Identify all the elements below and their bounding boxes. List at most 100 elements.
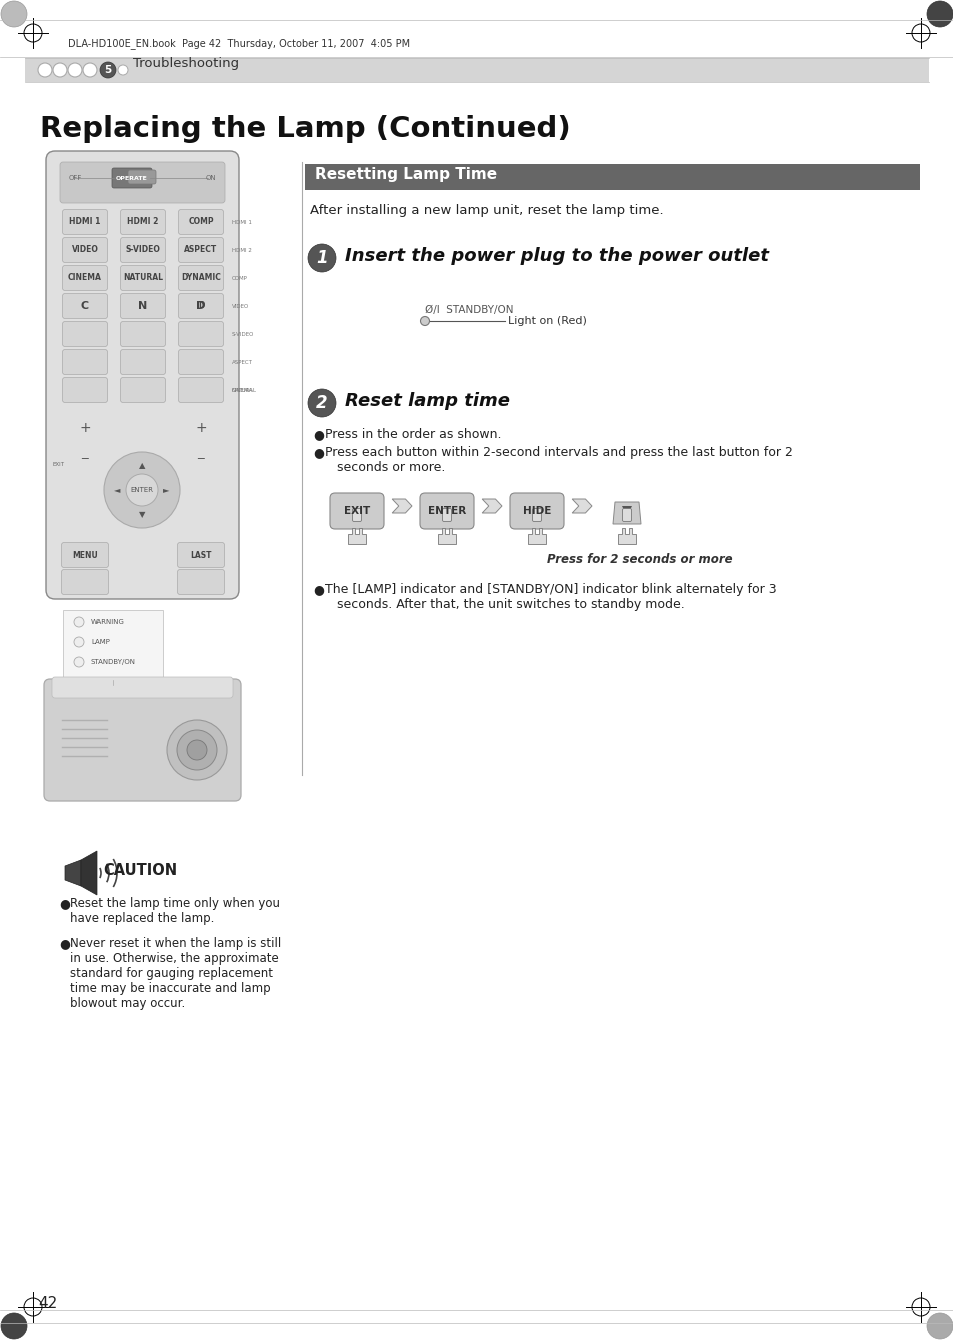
- Text: COMP: COMP: [188, 217, 213, 226]
- FancyBboxPatch shape: [44, 679, 241, 801]
- Circle shape: [100, 62, 116, 78]
- Circle shape: [1, 1, 27, 27]
- FancyBboxPatch shape: [63, 265, 108, 291]
- Text: NATURAL: NATURAL: [232, 387, 256, 393]
- Circle shape: [167, 720, 227, 780]
- Text: +: +: [195, 421, 207, 436]
- Text: HDMI 1: HDMI 1: [70, 217, 101, 226]
- Text: 1: 1: [315, 249, 328, 267]
- FancyBboxPatch shape: [330, 493, 384, 529]
- Text: COMP: COMP: [232, 276, 248, 280]
- Text: Reset the lamp time only when you
have replaced the lamp.: Reset the lamp time only when you have r…: [70, 896, 280, 925]
- Text: After installing a new lamp unit, reset the lamp time.: After installing a new lamp unit, reset …: [310, 204, 663, 217]
- Text: HIDE: HIDE: [522, 507, 551, 516]
- FancyBboxPatch shape: [61, 543, 109, 568]
- Text: Ø/I  STANDBY/ON: Ø/I STANDBY/ON: [424, 306, 513, 315]
- Text: Resetting Lamp Time: Resetting Lamp Time: [314, 168, 497, 182]
- Text: D: D: [196, 302, 206, 311]
- Bar: [25, 58, 928, 82]
- Text: Press for 2 seconds or more: Press for 2 seconds or more: [546, 553, 732, 565]
- Text: DYNAMIC: DYNAMIC: [181, 273, 221, 283]
- Polygon shape: [621, 507, 631, 516]
- Text: CINEMA: CINEMA: [232, 387, 253, 393]
- FancyBboxPatch shape: [532, 508, 541, 521]
- Text: HDMI 1: HDMI 1: [232, 220, 252, 225]
- FancyBboxPatch shape: [510, 493, 563, 529]
- FancyBboxPatch shape: [120, 378, 165, 402]
- FancyBboxPatch shape: [178, 350, 223, 374]
- Text: VIDEO: VIDEO: [232, 303, 249, 308]
- Polygon shape: [572, 498, 592, 513]
- Circle shape: [187, 740, 207, 760]
- FancyBboxPatch shape: [178, 293, 223, 319]
- FancyBboxPatch shape: [63, 237, 108, 263]
- Text: Reset lamp time: Reset lamp time: [345, 393, 510, 410]
- Text: ●: ●: [313, 446, 323, 460]
- Circle shape: [74, 616, 84, 627]
- Polygon shape: [618, 528, 636, 544]
- FancyBboxPatch shape: [120, 322, 165, 347]
- Circle shape: [420, 316, 429, 326]
- FancyBboxPatch shape: [46, 151, 239, 599]
- Bar: [305, 163, 919, 190]
- FancyBboxPatch shape: [120, 237, 165, 263]
- Text: Insert the power plug to the power outlet: Insert the power plug to the power outle…: [345, 247, 768, 265]
- Circle shape: [177, 730, 216, 770]
- FancyBboxPatch shape: [178, 237, 223, 263]
- FancyBboxPatch shape: [120, 350, 165, 374]
- Text: Replacing the Lamp (Continued): Replacing the Lamp (Continued): [40, 115, 570, 143]
- Polygon shape: [348, 528, 366, 544]
- Text: ●: ●: [59, 896, 70, 910]
- Text: ●: ●: [313, 583, 323, 596]
- Text: LAMP: LAMP: [91, 639, 110, 645]
- Text: EXIT: EXIT: [53, 462, 65, 468]
- Text: CINEMA: CINEMA: [68, 273, 102, 283]
- Text: ASPECT: ASPECT: [184, 245, 217, 255]
- Polygon shape: [65, 860, 81, 886]
- Circle shape: [1, 1313, 27, 1339]
- Text: WARNING: WARNING: [91, 619, 125, 624]
- Text: 2: 2: [315, 394, 328, 411]
- Text: C: C: [81, 302, 89, 311]
- Text: Light on (Red): Light on (Red): [507, 316, 586, 326]
- Circle shape: [926, 1, 952, 27]
- FancyBboxPatch shape: [178, 209, 223, 234]
- FancyBboxPatch shape: [112, 168, 152, 188]
- FancyBboxPatch shape: [60, 162, 225, 202]
- Circle shape: [926, 1313, 952, 1339]
- Text: S-VIDEO: S-VIDEO: [126, 245, 160, 255]
- Text: LAST: LAST: [190, 551, 212, 560]
- Text: STANDBY/ON: STANDBY/ON: [91, 659, 136, 665]
- FancyBboxPatch shape: [52, 677, 233, 698]
- Text: Press in the order as shown.: Press in the order as shown.: [325, 427, 501, 441]
- Polygon shape: [613, 502, 640, 524]
- Text: ▲: ▲: [138, 461, 145, 470]
- Text: ●: ●: [313, 427, 323, 441]
- FancyBboxPatch shape: [120, 209, 165, 234]
- Text: ►: ►: [163, 485, 170, 494]
- Text: 42: 42: [38, 1296, 57, 1311]
- Text: CAUTION: CAUTION: [103, 863, 177, 878]
- Circle shape: [308, 389, 335, 417]
- Circle shape: [308, 244, 335, 272]
- FancyBboxPatch shape: [622, 508, 631, 521]
- Text: NATURAL: NATURAL: [123, 273, 163, 283]
- FancyBboxPatch shape: [61, 570, 109, 595]
- Text: Never reset it when the lamp is still
in use. Otherwise, the approximate
standar: Never reset it when the lamp is still in…: [70, 937, 281, 1010]
- FancyBboxPatch shape: [63, 322, 108, 347]
- Text: ENTER: ENTER: [131, 486, 153, 493]
- Circle shape: [53, 63, 67, 76]
- Circle shape: [74, 657, 84, 667]
- Circle shape: [104, 452, 180, 528]
- FancyBboxPatch shape: [177, 543, 224, 568]
- Text: 5: 5: [104, 66, 112, 75]
- FancyBboxPatch shape: [178, 378, 223, 402]
- Bar: [63, 610, 163, 679]
- Text: DLA-HD100E_EN.book  Page 42  Thursday, October 11, 2007  4:05 PM: DLA-HD100E_EN.book Page 42 Thursday, Oct…: [68, 38, 410, 48]
- Text: +: +: [79, 421, 91, 436]
- FancyBboxPatch shape: [63, 209, 108, 234]
- Text: HDMI 2: HDMI 2: [127, 217, 158, 226]
- Polygon shape: [81, 851, 97, 895]
- Text: N: N: [138, 302, 148, 311]
- Text: The [LAMP] indicator and [STANDBY/ON] indicator blink alternately for 3
   secon: The [LAMP] indicator and [STANDBY/ON] in…: [325, 583, 776, 611]
